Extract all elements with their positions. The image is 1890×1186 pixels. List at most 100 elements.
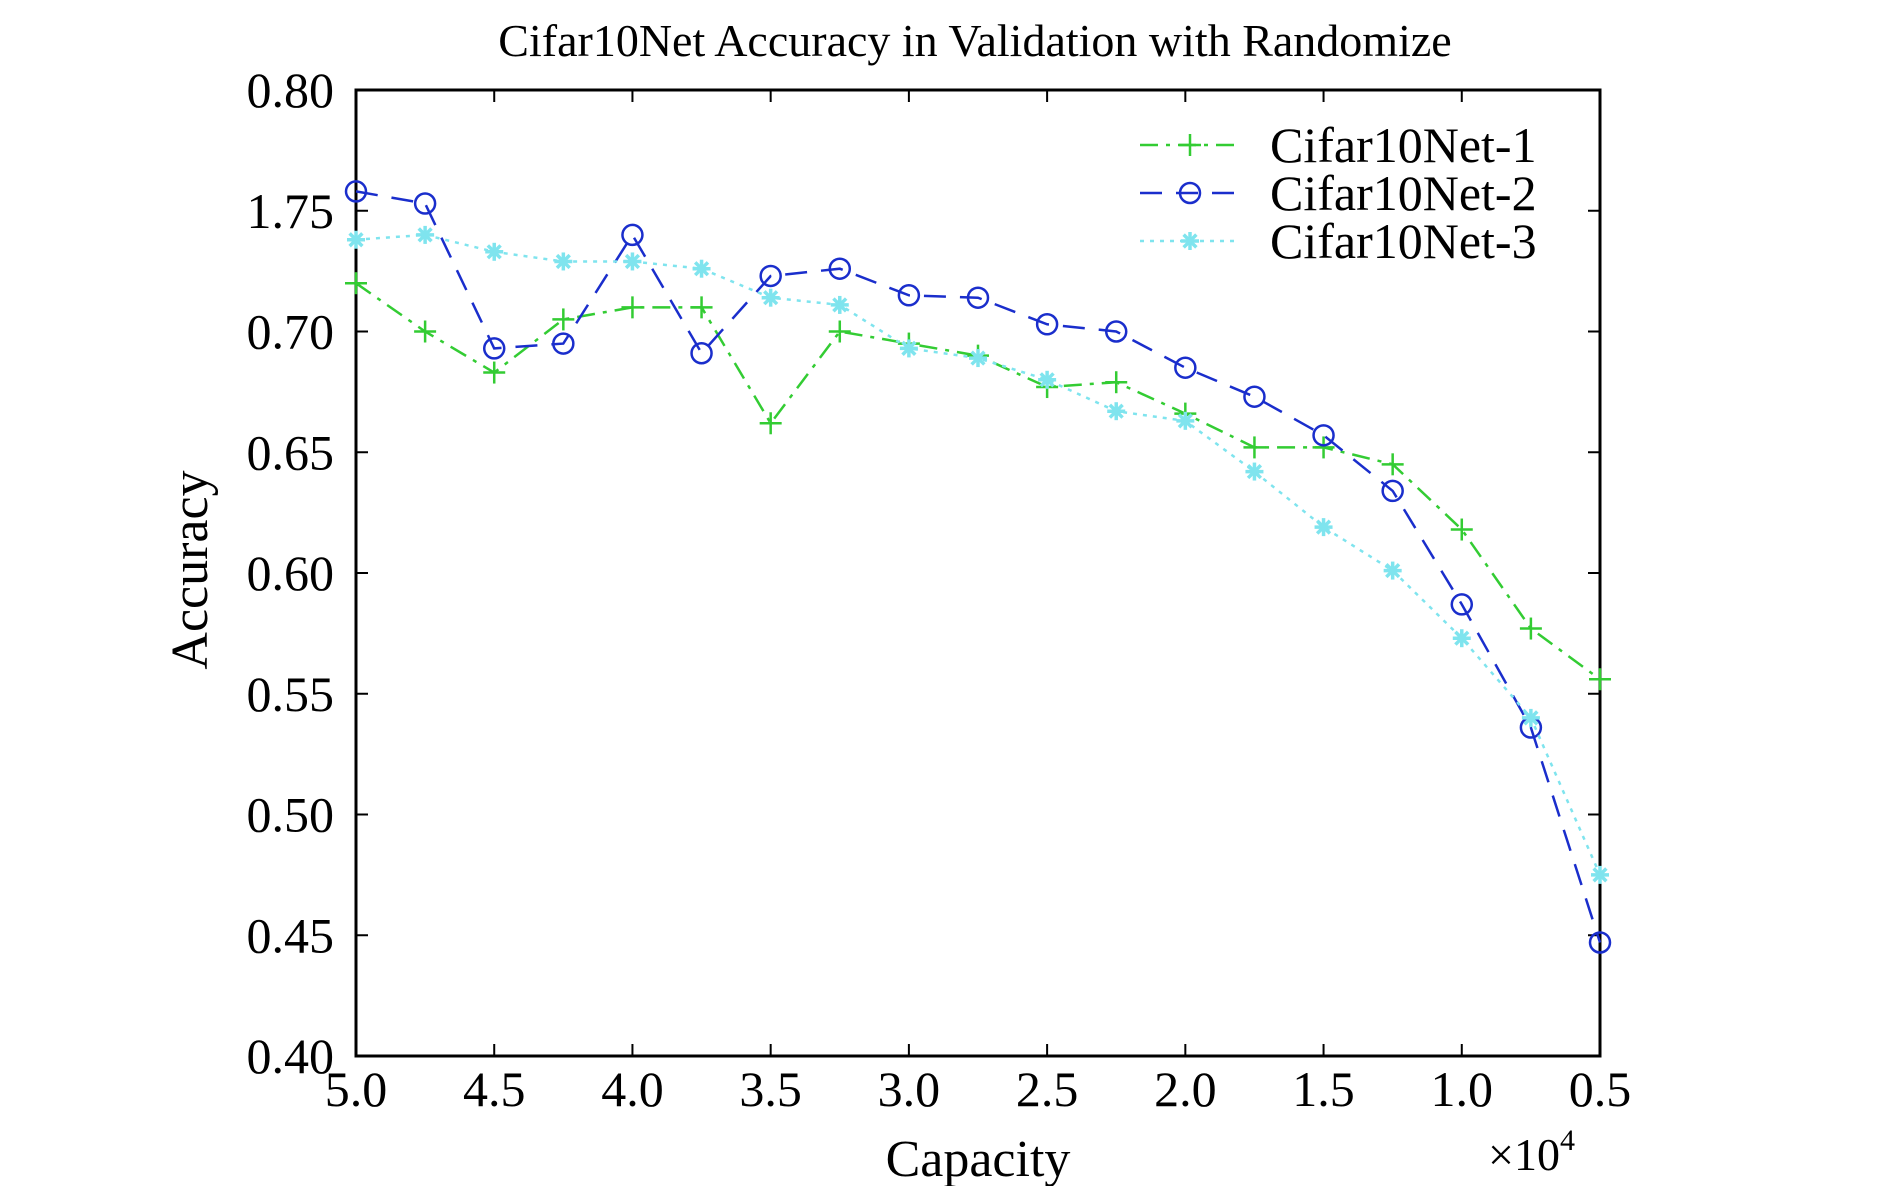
data-point-Cifar10Net-1 (414, 320, 437, 343)
marker-circle (413, 192, 437, 215)
data-point-Cifar10Net-3 (1521, 708, 1540, 727)
marker-star-stroke (1523, 710, 1539, 726)
data-point-Cifar10Net-2 (759, 264, 782, 288)
legend-label: Cifar10Net-2 (1270, 165, 1537, 221)
x-tick-label: 3.5 (739, 1061, 802, 1117)
x-axis-label: Capacity (886, 1131, 1071, 1186)
marker-star-stroke (486, 244, 502, 260)
marker-circle (552, 332, 575, 355)
marker-star-stroke (1315, 519, 1332, 535)
marker-star-stroke (1182, 233, 1198, 249)
legend-entry-Cifar10Net-2: Cifar10Net-2 (1140, 165, 1537, 221)
data-point-Cifar10Net-3 (1107, 402, 1126, 421)
legend-label: Cifar10Net-1 (1270, 117, 1537, 173)
marker-circle (1174, 356, 1197, 379)
data-point-Cifar10Net-3 (899, 339, 918, 358)
data-point-Cifar10Net-1 (1519, 617, 1542, 640)
data-point-Cifar10Net-1 (1381, 453, 1404, 476)
marker-star-stroke (763, 290, 779, 306)
marker-circle (1104, 320, 1128, 343)
data-point-Cifar10Net-3 (1314, 518, 1333, 537)
legend-label: Cifar10Net-3 (1270, 213, 1537, 269)
marker-star-stroke (555, 253, 571, 270)
marker-circle (1450, 593, 1474, 616)
marker-circle (966, 286, 990, 309)
data-point-Cifar10Net-2 (828, 257, 852, 280)
data-point-Cifar10Net-2 (1588, 931, 1612, 954)
marker-circle (897, 284, 921, 307)
series-line-Cifar10Net-3 (355, 233, 1602, 876)
x-multiplier-base: ×10 (1488, 1129, 1560, 1180)
marker-star-stroke (1039, 372, 1055, 388)
data-point-Cifar10Net-3 (692, 259, 711, 278)
marker-star-stroke (970, 350, 986, 366)
marker-star-stroke (417, 227, 433, 243)
data-point-Cifar10Net-1 (552, 308, 575, 331)
x-tick-label: 2.0 (1154, 1061, 1217, 1117)
marker-circle (1178, 181, 1202, 205)
data-point-Cifar10Net-2 (1450, 593, 1474, 616)
legend-marker (1179, 134, 1201, 156)
series-line-Cifar10Net-2 (355, 190, 1602, 943)
data-point-Cifar10Net-2 (690, 341, 713, 365)
marker-star-stroke (901, 340, 917, 357)
legend-marker (1178, 181, 1202, 205)
series-line-Cifar10Net-1 (355, 282, 1601, 681)
data-point-Cifar10Net-1 (759, 412, 782, 435)
data-point-Cifar10Net-3 (554, 252, 573, 271)
data-point-Cifar10Net-2 (1312, 424, 1335, 447)
marker-circle (482, 337, 506, 360)
data-point-Cifar10Net-1 (483, 361, 506, 384)
marker-circle (1381, 479, 1404, 503)
y-axis-label: Accuracy (162, 470, 219, 669)
x-tick-label: 1.5 (1292, 1061, 1355, 1117)
x-tick-label: 2.5 (1016, 1061, 1079, 1117)
data-point-Cifar10Net-2 (1243, 385, 1266, 408)
x-tick-label: 4.5 (463, 1061, 526, 1117)
data-point-Cifar10Net-3 (830, 295, 849, 314)
marker-star-stroke (1454, 630, 1470, 646)
data-point-Cifar10Net-2 (1104, 320, 1128, 343)
data-point-Cifar10Net-3 (1245, 462, 1264, 481)
data-point-Cifar10Net-3 (1038, 370, 1057, 389)
y-tick-label: 0.50 (247, 787, 335, 843)
data-point-Cifar10Net-1 (1243, 436, 1266, 459)
plot-area: 5.0 4.5 4.0 3.5 3.0 2.5 2.0 1.5 1.0 0.5 0.40 0.45 0.… (247, 62, 1632, 1117)
series-Cifar10Net-1 (345, 272, 1611, 691)
data-point-Cifar10Net-2 (482, 337, 506, 360)
marker-circle (828, 257, 852, 280)
legend-marker (1181, 232, 1199, 250)
data-point-Cifar10Net-1 (828, 320, 851, 343)
data-point-Cifar10Net-3 (623, 252, 642, 271)
x-tick-label: 4.0 (601, 1061, 664, 1117)
data-point-Cifar10Net-3 (1591, 865, 1609, 884)
legend-entry-Cifar10Net-1: Cifar10Net-1 (1140, 117, 1537, 173)
y-tick-label: 0.55 (247, 666, 335, 722)
marker-circle (759, 264, 782, 288)
data-point-Cifar10Net-2 (621, 223, 644, 247)
data-point-Cifar10Net-3 (1452, 629, 1471, 648)
chart-title: Cifar10Net Accuracy in Validation with R… (498, 15, 1451, 66)
y-tick-label: 1.75 (247, 183, 335, 239)
y-tick-label: 0.60 (247, 545, 335, 601)
data-point-Cifar10Net-3 (969, 349, 987, 368)
data-point-Cifar10Net-1 (621, 296, 644, 319)
data-point-Cifar10Net-3 (761, 288, 780, 307)
marker-circle (1243, 385, 1266, 408)
marker-star-stroke (1177, 413, 1193, 429)
data-point-Cifar10Net-2 (344, 180, 368, 203)
marker-star-stroke (1592, 867, 1608, 883)
y-tick-label: 0.45 (247, 907, 335, 963)
marker-star-stroke (624, 253, 641, 270)
x-tick-label: 1.0 (1431, 1061, 1494, 1117)
data-point-Cifar10Net-3 (485, 242, 504, 261)
y-tick-label: 0.65 (247, 424, 335, 480)
marker-star-stroke (1385, 562, 1401, 579)
x-tick-label: 0.5 (1569, 1061, 1632, 1117)
x-multiplier-exponent: 4 (1560, 1124, 1575, 1157)
marker-circle (1035, 313, 1059, 336)
data-point-Cifar10Net-2 (1174, 356, 1197, 379)
y-tick-label: 0.70 (247, 304, 335, 360)
